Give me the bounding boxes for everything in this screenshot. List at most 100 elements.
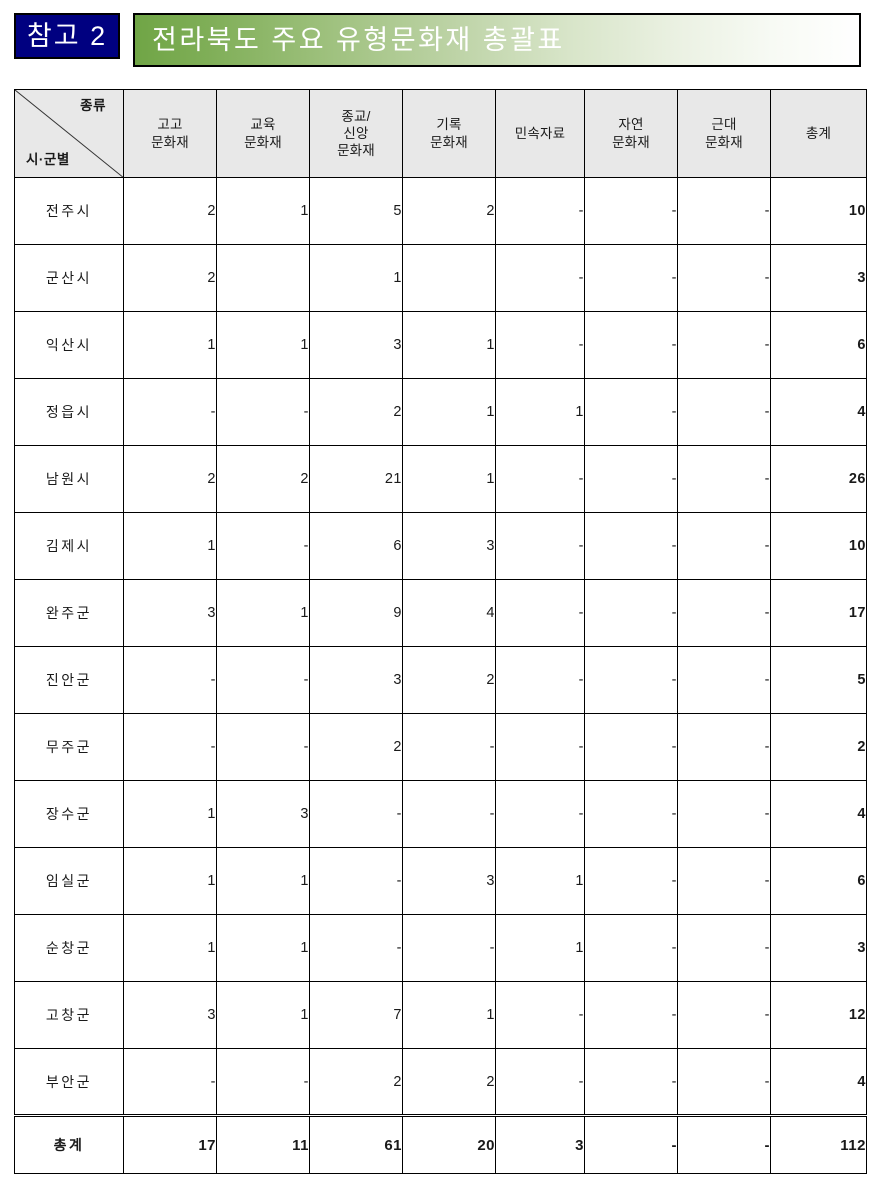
cell-folk-materials: 1 bbox=[495, 847, 585, 915]
table-total-row: 총계 17 11 61 20 3 - - 112 bbox=[14, 1114, 867, 1174]
table-row: 완주군 3 1 9 4 - - - 17 bbox=[14, 579, 867, 647]
cell-archaeology: 1 bbox=[123, 914, 217, 982]
cell-row-total: 3 bbox=[770, 914, 867, 982]
cell-records: 4 bbox=[402, 579, 496, 647]
cell-archaeology: - bbox=[123, 646, 217, 714]
cell-modern: - bbox=[677, 646, 771, 714]
cell-natural: - bbox=[584, 378, 678, 446]
cell-natural: - bbox=[584, 445, 678, 513]
cell-row-total: 17 bbox=[770, 579, 867, 647]
cell-folk-materials: - bbox=[495, 1048, 585, 1116]
cell-religion-faith: 9 bbox=[309, 579, 403, 647]
header-line-2: 문화재 bbox=[244, 134, 282, 150]
header-line-2: 문화재 bbox=[705, 134, 743, 150]
total-row-label: 총계 bbox=[14, 1114, 124, 1174]
cell-archaeology: 1 bbox=[123, 780, 217, 848]
cell-education: 1 bbox=[216, 914, 310, 982]
cell-religion-faith: - bbox=[309, 847, 403, 915]
cell-natural: - bbox=[584, 512, 678, 580]
cell-records: - bbox=[402, 713, 496, 781]
cell-archaeology: - bbox=[123, 1048, 217, 1116]
table-row: 임실군 1 1 - 3 1 - - 6 bbox=[14, 847, 867, 915]
region-label: 임실군 bbox=[14, 847, 124, 915]
header-col-natural: 자연 문화재 bbox=[584, 89, 678, 178]
cell-records: 2 bbox=[402, 1048, 496, 1116]
cell-modern: - bbox=[677, 914, 771, 982]
cell-folk-materials: - bbox=[495, 177, 585, 245]
cell-row-total: 6 bbox=[770, 311, 867, 379]
cell-folk-materials: 1 bbox=[495, 914, 585, 982]
cell-religion-faith: 2 bbox=[309, 378, 403, 446]
table-row: 고창군 3 1 7 1 - - - 12 bbox=[14, 981, 867, 1049]
cell-education: 1 bbox=[216, 847, 310, 915]
cell-row-total: 3 bbox=[770, 244, 867, 312]
cell-folk-materials: - bbox=[495, 311, 585, 379]
cell-folk-materials: - bbox=[495, 445, 585, 513]
cell-religion-faith: 2 bbox=[309, 713, 403, 781]
cell-archaeology: 1 bbox=[123, 311, 217, 379]
region-label: 장수군 bbox=[14, 780, 124, 848]
cell-folk-materials: - bbox=[495, 244, 585, 312]
cell-modern: - bbox=[677, 1048, 771, 1116]
header-col-religion-faith: 종교/ 신앙 문화재 bbox=[309, 89, 403, 178]
cell-education: - bbox=[216, 378, 310, 446]
cell-natural: - bbox=[584, 713, 678, 781]
table-container: 종류 시·군별 고고 문화재 교육 문화재 종교/ 신앙 문화재 bbox=[14, 89, 867, 1174]
cell-row-total: 5 bbox=[770, 646, 867, 714]
region-label: 부안군 bbox=[14, 1048, 124, 1116]
cell-row-total: 10 bbox=[770, 177, 867, 245]
table-row: 김제시 1 - 6 3 - - - 10 bbox=[14, 512, 867, 580]
table-row: 진안군 - - 3 2 - - - 5 bbox=[14, 646, 867, 714]
cell-natural: - bbox=[584, 177, 678, 245]
header-line-1: 교육 bbox=[250, 117, 276, 133]
region-label: 군산시 bbox=[14, 244, 124, 312]
cell-education: 1 bbox=[216, 311, 310, 379]
header-line-1: 고고 bbox=[157, 117, 183, 133]
table-row: 부안군 - - 2 2 - - - 4 bbox=[14, 1048, 867, 1116]
region-label: 완주군 bbox=[14, 579, 124, 647]
grand-total: 112 bbox=[770, 1114, 867, 1174]
header-col-archaeology: 고고 문화재 bbox=[123, 89, 217, 178]
cell-education: 2 bbox=[216, 445, 310, 513]
cell-religion-faith: - bbox=[309, 914, 403, 982]
cell-row-total: 2 bbox=[770, 713, 867, 781]
cell-modern: - bbox=[677, 512, 771, 580]
cell-records bbox=[402, 244, 496, 312]
cell-records: - bbox=[402, 914, 496, 982]
header-line-2: 문화재 bbox=[151, 134, 189, 150]
cell-education: - bbox=[216, 1048, 310, 1116]
header-kind-label: 종류 bbox=[80, 98, 106, 113]
table-row: 장수군 1 3 - - - - - 4 bbox=[14, 780, 867, 848]
cell-archaeology: - bbox=[123, 378, 217, 446]
table-body: 전주시 2 1 5 2 - - - 10 군산시 2 1 - bbox=[14, 177, 867, 1174]
cell-natural: - bbox=[584, 1048, 678, 1116]
table-row: 익산시 1 1 3 1 - - - 6 bbox=[14, 311, 867, 379]
header-line-2: 문화재 bbox=[430, 134, 468, 150]
cell-education: 1 bbox=[216, 177, 310, 245]
table-row: 남원시 2 2 21 1 - - - 26 bbox=[14, 445, 867, 513]
header-col-grand-total: 총계 bbox=[770, 89, 867, 178]
cell-religion-faith: 5 bbox=[309, 177, 403, 245]
table-row: 군산시 2 1 - - - 3 bbox=[14, 244, 867, 312]
cell-folk-materials: - bbox=[495, 780, 585, 848]
table-row: 순창군 1 1 - - 1 - - 3 bbox=[14, 914, 867, 982]
cell-education: - bbox=[216, 713, 310, 781]
cell-archaeology: - bbox=[123, 713, 217, 781]
total-records: 20 bbox=[402, 1114, 496, 1174]
cell-folk-materials: - bbox=[495, 713, 585, 781]
cell-religion-faith: 1 bbox=[309, 244, 403, 312]
total-religion-faith: 61 bbox=[309, 1114, 403, 1174]
cell-modern: - bbox=[677, 579, 771, 647]
total-folk-materials: 3 bbox=[495, 1114, 585, 1174]
cell-folk-materials: - bbox=[495, 646, 585, 714]
cell-religion-faith: - bbox=[309, 780, 403, 848]
header-line-1: 근대 bbox=[711, 117, 737, 133]
cell-modern: - bbox=[677, 378, 771, 446]
cell-education: 1 bbox=[216, 579, 310, 647]
cell-modern: - bbox=[677, 847, 771, 915]
cell-folk-materials: 1 bbox=[495, 378, 585, 446]
cell-natural: - bbox=[584, 780, 678, 848]
cell-religion-faith: 7 bbox=[309, 981, 403, 1049]
cell-modern: - bbox=[677, 244, 771, 312]
header-line-3: 문화재 bbox=[337, 143, 375, 159]
